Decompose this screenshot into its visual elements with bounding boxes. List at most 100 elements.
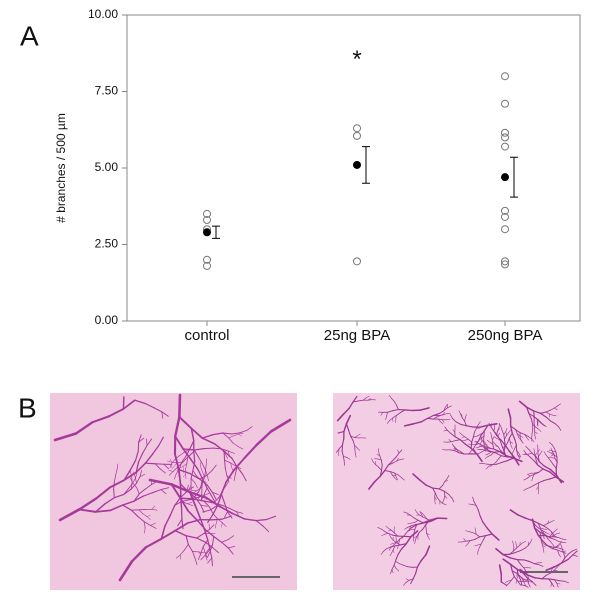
duct — [206, 469, 213, 476]
duct — [205, 463, 207, 471]
duct — [554, 457, 558, 463]
duct — [255, 518, 268, 522]
duct — [558, 537, 563, 540]
duct — [504, 443, 506, 447]
duct — [551, 457, 556, 459]
duct — [510, 425, 517, 431]
duct — [442, 419, 445, 423]
duct — [550, 454, 554, 457]
y-tick-label: 10.00 — [88, 7, 118, 21]
duct — [181, 455, 187, 463]
duct — [496, 434, 502, 441]
duct — [484, 533, 493, 537]
duct — [346, 457, 351, 460]
duct — [217, 518, 223, 523]
duct — [516, 544, 521, 549]
duct — [508, 450, 515, 458]
duct — [426, 533, 430, 535]
duct — [409, 525, 412, 529]
duct — [538, 460, 545, 467]
duct — [465, 543, 469, 547]
duct — [481, 445, 485, 449]
duct — [175, 554, 181, 559]
data-point — [203, 209, 211, 218]
duct — [508, 432, 513, 439]
duct — [224, 459, 226, 469]
duct — [475, 440, 479, 443]
duct — [519, 432, 526, 435]
duct — [542, 424, 546, 427]
duct — [448, 494, 453, 499]
duct — [130, 509, 139, 517]
duct — [336, 413, 345, 422]
duct — [209, 504, 219, 511]
duct — [540, 541, 543, 546]
duct — [558, 426, 562, 431]
duct — [406, 512, 411, 516]
data-point — [501, 206, 509, 215]
duct — [398, 474, 403, 479]
duct — [123, 488, 129, 495]
duct — [352, 440, 356, 446]
duct — [486, 445, 491, 449]
duct — [477, 421, 481, 426]
duct — [451, 497, 455, 503]
duct — [212, 536, 215, 546]
duct — [467, 540, 471, 545]
duct — [510, 445, 513, 449]
duct — [389, 471, 393, 476]
duct — [345, 414, 352, 425]
duct — [91, 415, 111, 424]
duct — [498, 423, 502, 427]
duct — [443, 407, 448, 412]
duct — [420, 553, 427, 562]
duct — [179, 462, 183, 470]
duct — [475, 446, 480, 449]
duct — [550, 447, 553, 452]
duct — [132, 477, 136, 484]
duct — [214, 523, 217, 529]
duct — [115, 469, 118, 476]
duct — [171, 465, 175, 470]
duct — [209, 524, 215, 530]
duct — [516, 568, 524, 574]
duct — [464, 420, 467, 427]
duct — [231, 512, 246, 520]
duct — [218, 491, 223, 498]
duct — [492, 443, 495, 450]
duct — [109, 504, 124, 512]
duct — [473, 435, 478, 438]
duct — [138, 509, 144, 515]
duct — [509, 557, 518, 561]
duct — [413, 528, 416, 534]
duct — [516, 572, 521, 577]
duct — [233, 456, 246, 471]
duct — [511, 570, 518, 574]
duct — [424, 515, 428, 520]
data-point — [501, 142, 509, 151]
duct — [222, 432, 233, 435]
duct — [211, 491, 217, 500]
duct — [545, 566, 556, 572]
duct — [395, 561, 400, 564]
duct — [231, 457, 238, 468]
duct — [415, 536, 418, 541]
duct — [224, 453, 229, 459]
duct — [390, 569, 393, 574]
duct — [483, 440, 486, 444]
duct — [537, 464, 544, 470]
duct — [542, 530, 547, 534]
duct — [450, 440, 456, 443]
duct — [549, 535, 554, 539]
duct — [477, 452, 482, 455]
duct — [559, 580, 565, 582]
duct — [201, 476, 206, 485]
duct — [408, 578, 414, 581]
duct — [395, 404, 399, 410]
duct — [138, 434, 142, 443]
duct — [255, 430, 273, 447]
duct — [225, 469, 235, 483]
duct — [391, 549, 394, 554]
duct — [204, 548, 211, 556]
duct — [535, 426, 539, 430]
